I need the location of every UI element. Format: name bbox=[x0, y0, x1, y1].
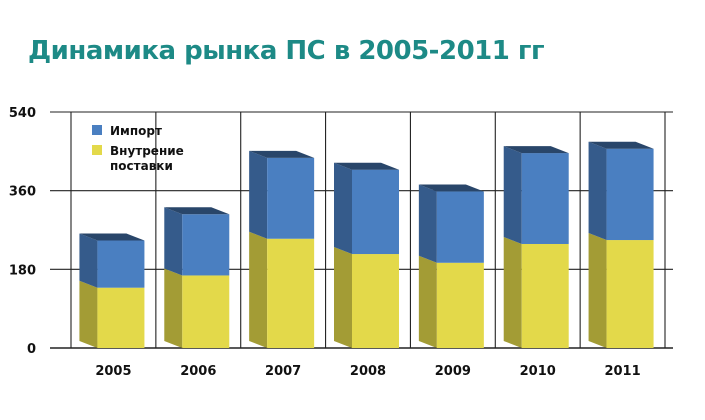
y-tick-label: 0 bbox=[27, 342, 36, 357]
bar-segment-import bbox=[249, 150, 315, 239]
legend-swatch-domestic bbox=[92, 145, 102, 155]
legend-label-domestic-line1: Внутрение bbox=[110, 144, 184, 158]
bar-segment-import bbox=[164, 207, 230, 276]
x-tick-label: 2010 bbox=[520, 364, 556, 379]
bar-segment-domestic bbox=[503, 236, 569, 348]
bar-segment-import bbox=[588, 141, 654, 241]
x-tick-label: 2006 bbox=[180, 364, 216, 379]
legend-swatch-import bbox=[92, 125, 102, 135]
bar-segment-import bbox=[418, 184, 484, 263]
x-tick-label: 2009 bbox=[435, 364, 471, 379]
y-tick-label: 180 bbox=[9, 263, 36, 278]
bar-segment-domestic bbox=[79, 280, 145, 348]
bar-segment-domestic bbox=[588, 233, 654, 348]
y-tick-label: 540 bbox=[9, 106, 36, 121]
ticks-layer: 0 180 360 540 2005 2006 2007 2008 2009 2010 2011 bbox=[9, 106, 641, 379]
bars-layer bbox=[79, 141, 654, 348]
x-tick-label: 2011 bbox=[604, 364, 640, 379]
legend: Импорт Внутрение поставки bbox=[92, 124, 184, 173]
bar-segment-domestic bbox=[249, 231, 315, 348]
bar-segment-domestic bbox=[164, 268, 230, 348]
bar-segment-domestic bbox=[418, 255, 484, 348]
bar-segment-import bbox=[79, 233, 145, 288]
legend-label-domestic-line2: поставки bbox=[110, 159, 173, 173]
x-tick-label: 2008 bbox=[350, 364, 386, 379]
x-tick-label: 2005 bbox=[95, 364, 131, 379]
x-tick-label: 2007 bbox=[265, 364, 301, 379]
bar-segment-domestic bbox=[334, 247, 399, 348]
chart-title: Динамика рынка ПС в 2005-2011 гг bbox=[28, 36, 545, 66]
legend-label-import: Импорт bbox=[110, 124, 162, 138]
bar-segment-import bbox=[503, 146, 569, 244]
y-tick-label: 360 bbox=[9, 185, 36, 200]
bar-segment-import bbox=[334, 162, 399, 255]
